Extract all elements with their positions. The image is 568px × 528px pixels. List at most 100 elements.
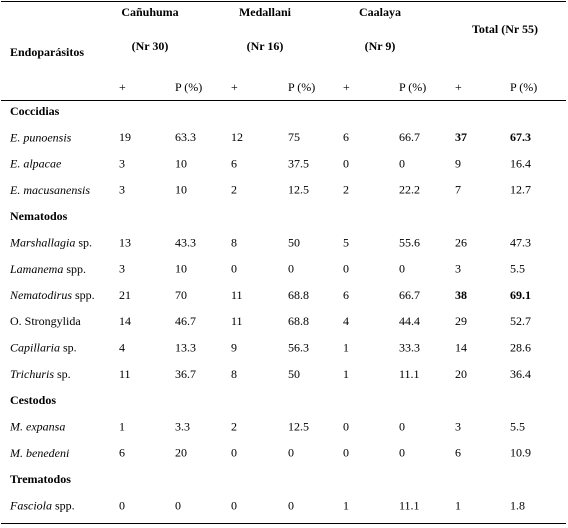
row-label: M. expansa — [9, 419, 65, 433]
cell: 1 — [343, 498, 349, 512]
cell: 1 — [343, 340, 349, 354]
cell: 7 — [455, 183, 461, 197]
section-name: Coccidias — [10, 104, 60, 118]
cell: 11.1 — [399, 367, 420, 381]
cell: 0 — [288, 262, 294, 276]
row-label: E. macusanensis — [9, 183, 90, 197]
cell: 3 — [455, 262, 461, 276]
cell: 21 — [119, 288, 131, 302]
cell: 36.4 — [510, 367, 531, 381]
cell: 6 — [231, 156, 237, 170]
cell: 11 — [119, 367, 131, 381]
cell: 9 — [231, 340, 237, 354]
cell: 1 — [343, 367, 349, 381]
cell: 0 — [343, 262, 349, 276]
row-label: E. punoensis — [9, 130, 72, 144]
row-label: Capillaria sp. — [10, 340, 77, 354]
cell: 19 — [119, 130, 131, 144]
row-label: Trichuris sp. — [10, 367, 71, 381]
taxon-suffix: spp. — [75, 288, 95, 302]
cell: 6 — [119, 446, 125, 460]
row-label: Marshallagia sp. — [9, 235, 92, 249]
cell: 8 — [231, 235, 237, 249]
group-name: Cañuhuma — [121, 5, 178, 19]
taxon: Lamanema — [9, 262, 63, 276]
cell: 5.5 — [510, 262, 525, 276]
cell: 0 — [288, 446, 294, 460]
cell: 4 — [119, 340, 125, 354]
group-n: (Nr 9) — [365, 39, 396, 53]
row-label: E. alpacae — [9, 156, 62, 170]
cell: 0 — [343, 446, 349, 460]
taxon: Nematodirus — [9, 288, 72, 302]
group-name: Caalaya — [359, 5, 401, 19]
cell: 67.3 — [510, 130, 531, 144]
subheader: P (%) — [399, 80, 426, 94]
taxon-suffix: sp. — [63, 340, 77, 354]
group-n: (Nr 30) — [132, 39, 169, 53]
cell: 26 — [455, 235, 467, 249]
cell: 16.4 — [510, 156, 531, 170]
cell: 47.3 — [510, 235, 531, 249]
cell: 5.5 — [510, 419, 525, 433]
cell: 8 — [231, 367, 237, 381]
cell: 10.9 — [510, 446, 531, 460]
cell: 3.3 — [175, 419, 190, 433]
taxon: Marshallagia — [9, 235, 75, 249]
cell: 3 — [119, 262, 125, 276]
cell: 10 — [175, 183, 187, 197]
group-n: (Nr 16) — [247, 39, 284, 53]
subheader: + — [343, 80, 350, 94]
cell: 3 — [455, 419, 461, 433]
taxon-suffix: sp. — [78, 235, 92, 249]
cell: 33.3 — [399, 340, 420, 354]
cell: 2 — [343, 183, 349, 197]
cell: 0 — [175, 498, 181, 512]
cell: 68.8 — [288, 314, 309, 328]
cell: 1.8 — [510, 498, 525, 512]
cell: 3 — [119, 156, 125, 170]
cell: 3 — [119, 183, 125, 197]
cell: 66.7 — [399, 130, 420, 144]
cell: 1 — [119, 419, 125, 433]
cell: 12.5 — [288, 183, 309, 197]
cell: 0 — [399, 262, 405, 276]
cell: 0 — [399, 419, 405, 433]
cell: 0 — [399, 156, 405, 170]
taxon-suffix: sp. — [57, 367, 71, 381]
taxon: E. punoensis — [9, 130, 72, 144]
cell: 36.7 — [175, 367, 196, 381]
cell: 0 — [231, 498, 237, 512]
row-label: Nematodirus spp. — [9, 288, 95, 302]
row-label: Fasciola spp. — [9, 498, 75, 512]
taxon-suffix: spp. — [66, 262, 86, 276]
cell: 0 — [231, 446, 237, 460]
taxon: M. benedeni — [9, 446, 69, 460]
subheader: P (%) — [175, 80, 202, 94]
taxon: Capillaria — [10, 340, 60, 354]
section-name: Cestodos — [10, 393, 56, 407]
taxon: E. macusanensis — [9, 183, 90, 197]
cell: 43.3 — [175, 235, 196, 249]
row-label: O. Strongylida — [10, 314, 81, 328]
cell: 13.3 — [175, 340, 196, 354]
cell: 10 — [175, 156, 187, 170]
cell: 5 — [343, 235, 349, 249]
cell: 22.2 — [399, 183, 420, 197]
cell: 28.6 — [510, 340, 531, 354]
row-label: M. benedeni — [9, 446, 69, 460]
cell: 12.5 — [288, 419, 309, 433]
cell: 44.4 — [399, 314, 420, 328]
cell: 55.6 — [399, 235, 420, 249]
taxon: Fasciola — [9, 498, 52, 512]
cell: 13 — [119, 235, 131, 249]
taxon: M. expansa — [9, 419, 65, 433]
cell: 2 — [231, 183, 237, 197]
row-label: Lamanema spp. — [9, 262, 86, 276]
cell: 29 — [455, 314, 467, 328]
cell: 9 — [455, 156, 461, 170]
cell: 6 — [343, 288, 349, 302]
cell: 11.1 — [399, 498, 420, 512]
cell: 0 — [288, 498, 294, 512]
